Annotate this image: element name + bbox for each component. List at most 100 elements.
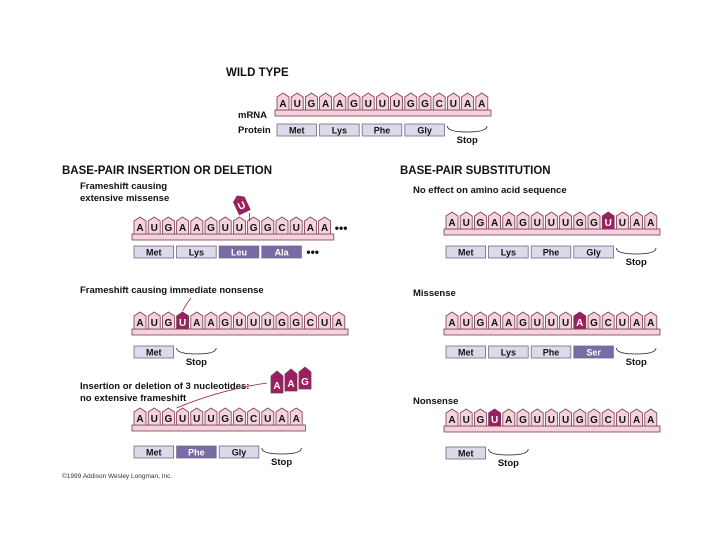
no-effect-nucleotide-label-2: G [477, 218, 485, 229]
missense-nucleotide-label-8: U [562, 318, 569, 329]
insertion-3-removed-nucleotide-label-1: A [287, 379, 294, 390]
frameshift-missense-codon-dots: ••• [306, 245, 319, 259]
wild-type-nucleotide-5 [347, 92, 361, 111]
nonsense-nucleotide-1 [459, 408, 473, 427]
insertion-3-removed-nucleotide-0 [270, 370, 284, 394]
frameshift-missense-nucleotide-label-0: A [136, 223, 143, 234]
insertion-3-strand-backbone [131, 424, 306, 432]
missense-nucleotide-label-10: G [590, 318, 598, 329]
no-effect-codon-box-1 [488, 245, 529, 259]
frameshift-nonsense-nucleotide-label-4: A [193, 318, 200, 329]
frameshift-nonsense-nucleotide-3 [176, 311, 189, 330]
no-effect-codon-box-0 [445, 245, 486, 259]
no-effect-nucleotide-8 [559, 211, 572, 230]
nonsense-nucleotide-11 [601, 408, 615, 427]
no-effect-nucleotide-label-14: A [647, 218, 654, 229]
nonsense-nucleotide-8 [559, 408, 572, 427]
wild-type-codon-box-2 [361, 123, 403, 137]
nonsense-nucleotide-label-0: A [448, 415, 455, 426]
nonsense-nucleotide-label-12: U [619, 415, 626, 426]
frameshift-nonsense-nucleotide-label-8: U [250, 318, 257, 329]
frameshift-missense-nucleotide-11 [289, 216, 303, 235]
nonsense-nucleotide-6 [530, 408, 544, 427]
frameshift-missense-nucleotide-label-2: G [165, 223, 173, 234]
frameshift-nonsense-codon-label-0: Met [146, 348, 162, 358]
frameshift-nonsense-nucleotide-label-6: G [221, 318, 229, 329]
insertion-3-removed-nucleotide-2 [298, 366, 312, 390]
insertion-3-nucleotide-4 [190, 407, 204, 426]
no-effect-strand-backbone [443, 228, 661, 236]
no-effect-nucleotide-label-10: G [590, 218, 598, 229]
frameshift-missense-nucleotide-label-12: A [307, 223, 314, 234]
title-missense: Missense [413, 288, 456, 299]
no-effect-nucleotide-0 [445, 211, 459, 230]
frameshift-missense-codon-label-2: Leu [231, 248, 247, 258]
wild-type-nucleotide-label-6: U [365, 99, 372, 110]
missense-nucleotide-label-3: A [491, 318, 498, 329]
wild-type-nucleotide-1 [290, 92, 304, 111]
frameshift-missense-nucleotide-12 [304, 216, 317, 235]
frameshift-missense-codon-label-0: Met [146, 248, 162, 258]
no-effect-nucleotide-5 [516, 211, 530, 230]
no-effect-nucleotide-9 [573, 211, 587, 230]
nonsense-nucleotide-9 [573, 408, 587, 427]
insertion-3-nucleotide-label-6: G [221, 414, 229, 425]
frameshift-nonsense-nucleotide-11 [289, 311, 303, 330]
no-effect-nucleotide-label-9: G [576, 218, 584, 229]
missense-codon-label-3: Ser [586, 348, 601, 358]
frameshift-nonsense-nucleotide-label-11: G [292, 318, 300, 329]
nonsense-nucleotide-label-3: U [491, 415, 498, 426]
no-effect-nucleotide-6 [530, 211, 544, 230]
frameshift-nonsense-nucleotide-0 [133, 311, 147, 330]
nonsense-nucleotide-13 [630, 408, 643, 427]
insertion-3-nucleotide-8 [247, 407, 260, 426]
no-effect-nucleotide-label-13: A [633, 218, 640, 229]
missense-nucleotide-5 [516, 311, 530, 330]
frameshift-missense-strand-dots: ••• [335, 221, 348, 235]
insertion-3-removed-nucleotide-1 [284, 368, 298, 392]
frameshift-missense-nucleotide-2 [162, 216, 175, 235]
no-effect-nucleotide-label-8: U [562, 218, 569, 229]
wild-type-codon-label-1: Lys [332, 126, 347, 136]
insertion-3-nucleotide-label-7: G [236, 414, 244, 425]
title-insertion-3-2: no extensive frameshift [80, 393, 187, 404]
frameshift-missense-codon-box-0 [133, 245, 174, 259]
insertion-3-nucleotide-label-1: U [151, 414, 158, 425]
insertion-3-codon-label-0: Met [146, 448, 162, 458]
missense-nucleotide-3 [488, 311, 501, 330]
title-frameshift-missense-1: Frameshift causing [80, 181, 167, 192]
nonsense-nucleotide-label-11: C [605, 415, 612, 426]
insertion-3-removed-nucleotide-label-2: G [301, 377, 309, 388]
nonsense-nucleotide-5 [516, 408, 530, 427]
insertion-3-codon-box-2 [218, 445, 260, 459]
frameshift-nonsense-nucleotide-6 [218, 311, 232, 330]
frameshift-nonsense-strand-backbone [131, 328, 349, 336]
insertion-3-nucleotide-11 [289, 407, 303, 426]
insertion-3-nucleotide-6 [218, 407, 232, 426]
frameshift-missense-deleted-nucleotide [232, 195, 251, 216]
wild-type-nucleotide-7 [376, 92, 389, 111]
insertion-3-codon-label-2: Gly [232, 448, 247, 458]
frameshift-nonsense-nucleotide-2 [162, 311, 175, 330]
no-effect-nucleotide-label-12: U [619, 218, 626, 229]
frameshift-missense-nucleotide-0 [133, 216, 147, 235]
wild-type-nucleotide-9 [404, 92, 418, 111]
missense-nucleotide-11 [601, 311, 615, 330]
frameshift-nonsense-nucleotide-label-10: G [278, 318, 286, 329]
wild-type-nucleotide-11 [432, 92, 446, 111]
wild-type-nucleotide-label-9: G [407, 99, 415, 110]
frameshift-missense-nucleotide-label-3: A [179, 223, 186, 234]
missense-nucleotide-14 [644, 311, 658, 330]
missense-codon-box-3 [573, 345, 614, 359]
frameshift-missense-strand-backbone [131, 233, 335, 241]
missense-codon-label-1: Lys [501, 348, 516, 358]
wild-type-nucleotide-label-8: U [393, 99, 400, 110]
frameshift-missense-nucleotide-label-6: U [222, 223, 229, 234]
frameshift-missense-codon-label-3: Ala [275, 248, 290, 258]
missense-codon-label-0: Met [458, 348, 474, 358]
nonsense-nucleotide-label-13: A [633, 415, 640, 426]
